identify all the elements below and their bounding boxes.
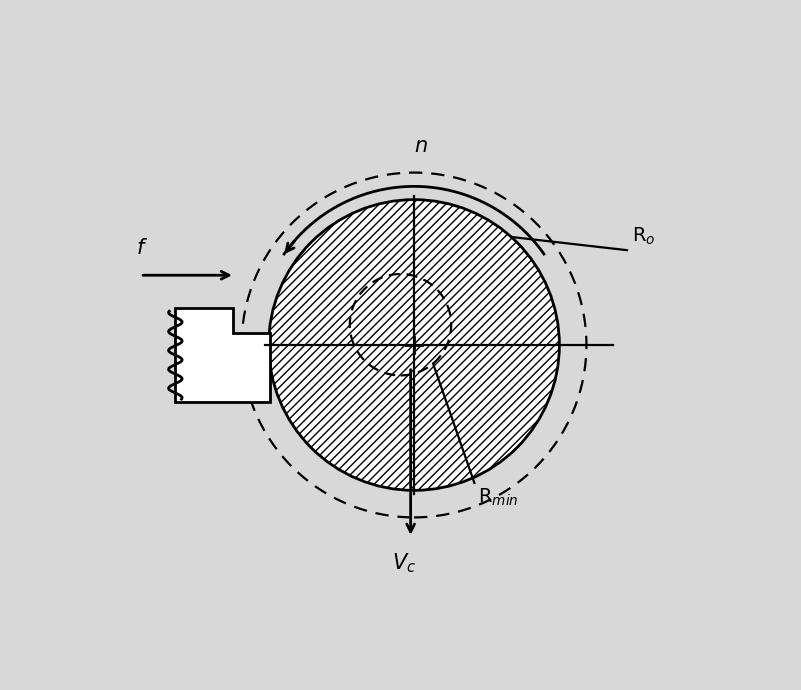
Text: n: n <box>414 136 428 156</box>
Text: R$_{min}$: R$_{min}$ <box>477 486 518 508</box>
Polygon shape <box>175 308 270 402</box>
Text: R$_o$: R$_o$ <box>633 226 656 247</box>
Circle shape <box>268 199 559 491</box>
Text: f: f <box>137 238 144 258</box>
Text: V$_c$: V$_c$ <box>392 551 416 575</box>
Circle shape <box>268 199 559 491</box>
